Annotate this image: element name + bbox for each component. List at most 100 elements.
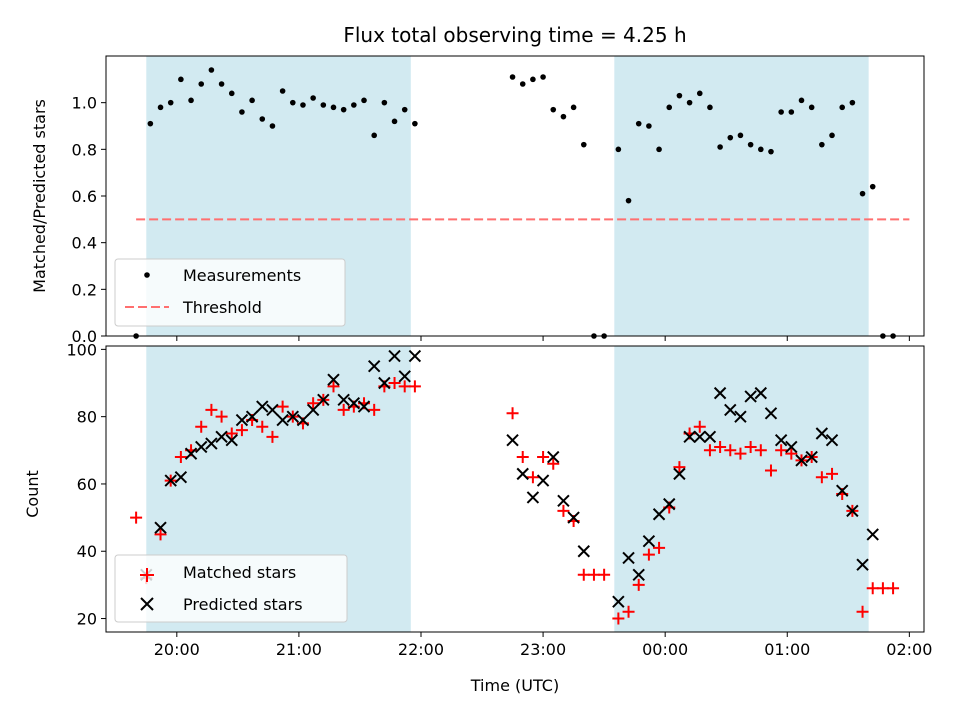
predicted-star-point xyxy=(642,534,656,548)
bottom-y-tick-label: 40 xyxy=(77,542,97,561)
measurement-point xyxy=(198,81,205,87)
predicted-star-point xyxy=(652,508,666,521)
measurement-point xyxy=(269,123,276,129)
predicted-star-point xyxy=(378,376,391,390)
measurement-point xyxy=(300,102,306,108)
top-y-tick-label: 0.8 xyxy=(72,140,97,159)
measurement-point xyxy=(310,95,316,101)
matched-star-point xyxy=(653,541,666,554)
predicted-star-point xyxy=(286,410,300,423)
matched-star-point xyxy=(337,403,350,416)
predicted-star-point xyxy=(235,413,249,427)
top-y-tick-label: 0.6 xyxy=(72,187,97,206)
measurement-point xyxy=(530,76,536,83)
matched-star-point xyxy=(266,430,279,443)
measurement-point xyxy=(656,146,662,153)
matched-star-point xyxy=(815,471,828,484)
predicted-star-point xyxy=(266,403,279,417)
measurement-point xyxy=(798,97,805,104)
measurement-point xyxy=(758,146,764,153)
measurement-point xyxy=(819,141,825,148)
measurement-point xyxy=(401,106,408,113)
measurement-point xyxy=(778,109,784,115)
matched-star-point xyxy=(764,464,777,477)
predicted-star-point xyxy=(205,437,218,450)
matched-star-point xyxy=(130,511,143,524)
measurement-point xyxy=(859,190,866,197)
matched-star-point xyxy=(642,548,655,561)
x-tick-label: 23:00 xyxy=(520,640,566,659)
x-axis-label: Time (UTC) xyxy=(470,676,559,695)
legend-predicted-marker xyxy=(140,597,154,611)
predicted-star-point xyxy=(357,400,371,413)
predicted-star-point xyxy=(754,386,768,400)
matched-star-point xyxy=(398,380,411,393)
predicted-star-point xyxy=(256,400,269,413)
predicted-star-point xyxy=(744,390,757,403)
predicted-star-point xyxy=(536,474,550,487)
matched-star-point xyxy=(612,612,625,625)
matched-star-point xyxy=(622,605,635,618)
matched-star-point xyxy=(225,427,238,440)
predicted-star-point xyxy=(557,494,570,507)
measurement-point xyxy=(289,99,296,106)
measurement-point xyxy=(570,104,577,111)
matched-star-point xyxy=(587,568,600,581)
matched-star-point xyxy=(547,457,560,470)
predicted-star-point xyxy=(632,568,645,582)
predicted-star-point xyxy=(154,521,167,534)
measurement-point xyxy=(839,104,845,111)
top-y-tick-label: 0.2 xyxy=(72,280,97,299)
predicted-star-point xyxy=(774,434,788,447)
predicted-star-point xyxy=(785,440,798,454)
matched-star-point xyxy=(537,451,550,464)
measurement-point xyxy=(635,120,642,127)
x-tick-label: 02:00 xyxy=(886,640,932,659)
x-tick-label: 01:00 xyxy=(764,640,810,659)
measurement-point xyxy=(580,141,587,148)
predicted-star-point xyxy=(825,434,839,447)
matched-star-point xyxy=(557,504,570,517)
measurement-point xyxy=(320,102,327,108)
measurement-point xyxy=(519,81,526,87)
legend-threshold-label: Threshold xyxy=(182,298,262,317)
top-legend-box xyxy=(114,258,346,327)
bottom-legend-box xyxy=(114,554,348,623)
predicted-star-point xyxy=(306,403,320,417)
measurement-point xyxy=(849,99,856,106)
top-y-ticks: 0.0 0.2 0.4 0.6 0.8 1.0 xyxy=(72,94,106,346)
matched-star-point xyxy=(703,444,716,457)
predicted-star-point xyxy=(795,454,808,467)
top-measurements-series xyxy=(133,67,896,339)
predicted-star-point xyxy=(317,393,330,407)
shaded-interval-2 xyxy=(614,56,869,336)
measurement-point xyxy=(808,104,815,111)
bottom-axes-frame xyxy=(105,345,925,633)
measurement-point xyxy=(550,106,557,113)
measurement-point xyxy=(646,123,652,129)
legend-matched-marker xyxy=(140,568,154,582)
predicted-star-point xyxy=(815,427,829,440)
measurement-point xyxy=(625,197,632,204)
measurement-point xyxy=(412,120,418,127)
matched-star-point xyxy=(235,424,248,437)
measurement-point xyxy=(727,134,734,141)
matched-star-point xyxy=(724,444,737,457)
predicted-star-point xyxy=(164,474,177,487)
matched-star-point xyxy=(876,582,889,595)
measurement-point xyxy=(188,97,194,104)
measurement-point xyxy=(157,104,164,111)
measurement-point xyxy=(696,90,703,97)
measurement-point xyxy=(788,109,795,115)
matched-star-point xyxy=(388,377,401,390)
measurement-point xyxy=(381,99,388,106)
legend-matched-label: Matched stars xyxy=(183,563,296,582)
predicted-star-point xyxy=(327,373,340,386)
predicted-star-point xyxy=(673,467,686,481)
bottom-y-axis-label: Count xyxy=(23,470,42,518)
measurement-point xyxy=(218,81,225,87)
matched-star-point xyxy=(506,407,519,420)
top-panel: 0.0 0.2 0.4 0.6 0.8 1.0 Matched/Predicted sta… xyxy=(30,55,925,346)
matched-star-point xyxy=(154,528,167,541)
matched-star-point xyxy=(673,461,686,474)
